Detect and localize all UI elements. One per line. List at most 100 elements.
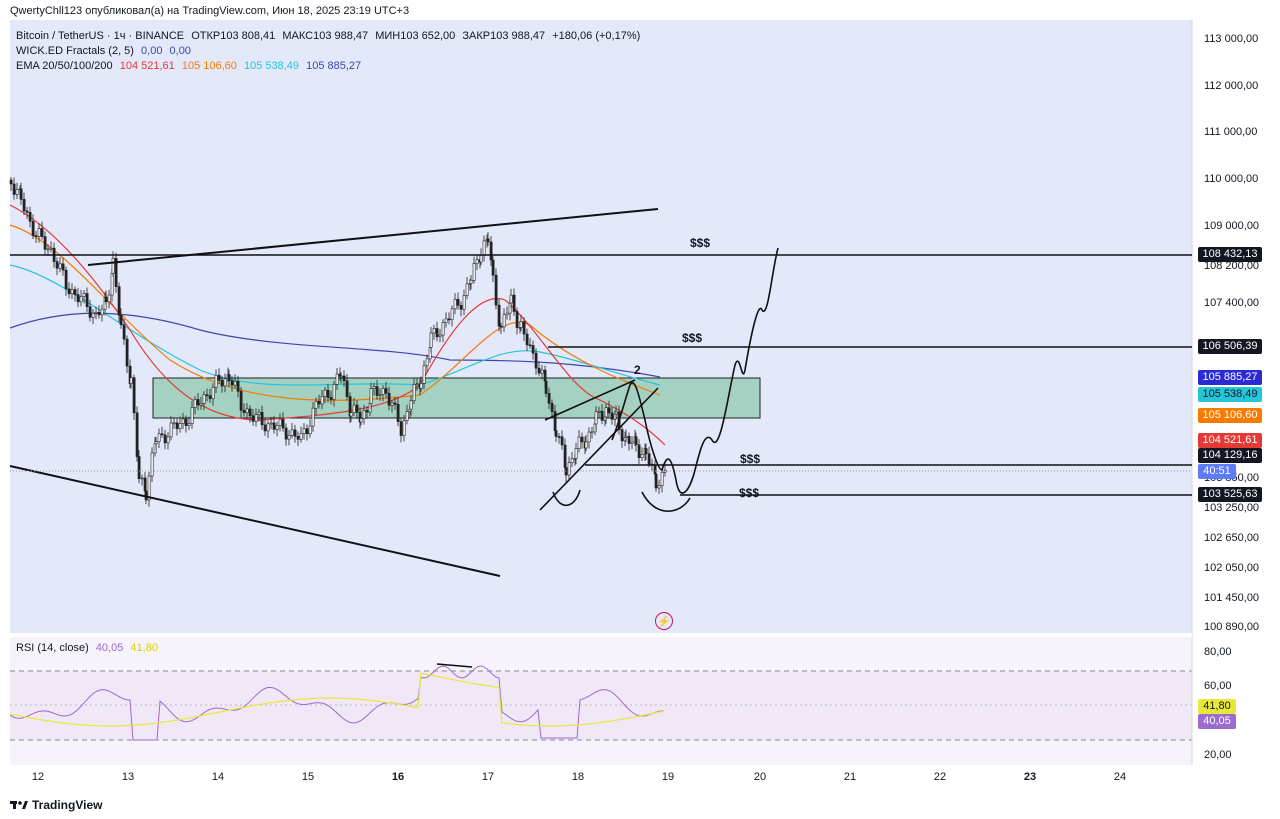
curve-right[interactable] xyxy=(641,491,691,512)
countdown-label: 40:51 xyxy=(1198,464,1236,479)
candle-body xyxy=(137,456,141,479)
candle-body xyxy=(441,322,445,336)
ema-legend: EMA 20/50/100/200 104 521,61 105 106,60 … xyxy=(16,60,365,72)
candle-body xyxy=(590,431,594,434)
candle-body xyxy=(415,383,419,386)
candle-body xyxy=(293,429,297,437)
candle-body xyxy=(326,389,330,398)
time-tick: 16 xyxy=(391,771,405,783)
candle-body xyxy=(429,332,433,348)
candle-body xyxy=(163,434,167,444)
price-label-104129: 104 129,16 xyxy=(1198,448,1262,463)
candle-body xyxy=(362,410,366,419)
rsi-legend: RSI (14, close) 40,05 41,80 xyxy=(16,642,158,654)
rsi-ma-line xyxy=(9,672,665,727)
price-tick: 113 000,00 xyxy=(1204,33,1259,45)
candle-body xyxy=(620,429,624,442)
candle-body xyxy=(610,412,614,420)
candle-body xyxy=(254,414,258,422)
candle-body xyxy=(125,338,129,367)
price-label-103525: 103 525,63 xyxy=(1198,487,1262,502)
price-tick: 101 450,00 xyxy=(1204,592,1260,604)
candle-body xyxy=(499,325,503,328)
liquidity-label-2[interactable]: $$$ xyxy=(682,331,703,345)
price-tick: 112 000,00 xyxy=(1204,80,1259,92)
candle-body xyxy=(390,402,394,406)
candle-body xyxy=(230,380,234,386)
candle-body xyxy=(644,448,648,455)
ema-name[interactable]: EMA 20/50/100/200 xyxy=(16,60,113,72)
projection-path[interactable] xyxy=(611,247,779,494)
ema20-line xyxy=(9,204,666,446)
wave-label[interactable]: 2 xyxy=(634,363,641,377)
candle-body xyxy=(453,298,457,310)
change-value: +180,06 (+0,17%) xyxy=(552,30,641,42)
price-label-ema200: 105 885,27 xyxy=(1198,370,1262,385)
candle-body xyxy=(447,318,451,321)
lightning-icon[interactable]: ⚡ xyxy=(655,612,673,630)
candle-body xyxy=(199,403,203,406)
candle-body xyxy=(544,380,548,394)
high-label: МАКС xyxy=(282,30,314,42)
ema20-value: 104 521,61 xyxy=(119,60,175,72)
candle-body xyxy=(323,389,327,397)
rsi-ma-label: 41,80 xyxy=(1198,699,1236,714)
candle-body xyxy=(287,435,291,440)
candle-body xyxy=(486,238,490,243)
liquidity-label-4[interactable]: $$$ xyxy=(739,486,760,500)
candle-body xyxy=(365,410,369,413)
candle-body xyxy=(627,436,631,444)
candle-body xyxy=(284,427,288,440)
candle-body xyxy=(122,324,126,340)
candle-body xyxy=(345,380,349,397)
candle-body xyxy=(55,261,59,269)
candle-body xyxy=(37,228,41,237)
price-tick: 109 000,00 xyxy=(1204,220,1260,232)
candle-body xyxy=(465,283,469,296)
rsi-divergence-line[interactable] xyxy=(436,663,473,668)
fractals-value-1: 0,00 xyxy=(141,45,163,57)
time-tick: 19 xyxy=(661,771,675,783)
wedge-lower-line[interactable] xyxy=(539,387,659,511)
wedge-upper-line[interactable] xyxy=(544,379,636,421)
candle-body xyxy=(248,408,252,417)
lower-trendline[interactable] xyxy=(9,465,501,577)
curve-left[interactable] xyxy=(552,489,581,507)
symbol-name[interactable]: Bitcoin / TetherUS · 1ч · BINANCE xyxy=(16,30,185,42)
rsi-name[interactable]: RSI (14, close) xyxy=(16,642,89,654)
price-label-108432: 108 432,13 xyxy=(1198,247,1262,262)
candle-body xyxy=(525,333,529,346)
candle-body xyxy=(425,358,429,367)
candle-body xyxy=(329,397,333,400)
fractals-name[interactable]: WICK.ED Fractals (2, 5) xyxy=(16,45,134,57)
liquidity-label-1[interactable]: $$$ xyxy=(690,236,711,250)
candle-body xyxy=(129,377,133,384)
candle-body xyxy=(396,403,400,422)
candle-body xyxy=(172,422,176,425)
candle-body xyxy=(266,423,270,432)
candle-body xyxy=(540,369,544,374)
candle-body xyxy=(375,386,379,396)
candle-body xyxy=(22,199,26,212)
tradingview-logo[interactable]: TradingView xyxy=(10,798,102,812)
candle-body xyxy=(369,388,373,404)
liquidity-label-3[interactable]: $$$ xyxy=(740,452,761,466)
candle-body xyxy=(317,401,321,405)
low-value: 103 652,00 xyxy=(400,30,456,42)
candle-body xyxy=(46,248,50,251)
candle-body xyxy=(302,428,306,434)
candle-body xyxy=(342,375,346,382)
time-tick: 13 xyxy=(121,771,135,783)
candle-body xyxy=(491,259,495,276)
candle-body xyxy=(100,308,104,316)
rsi-line xyxy=(9,665,665,741)
candle-body xyxy=(580,436,584,443)
candle-body xyxy=(640,454,644,459)
candle-body xyxy=(381,388,385,395)
candle-body xyxy=(190,407,194,424)
time-tick: 20 xyxy=(753,771,767,783)
candle-body xyxy=(114,257,118,287)
ema100-line xyxy=(9,264,661,386)
candle-body xyxy=(405,411,409,421)
